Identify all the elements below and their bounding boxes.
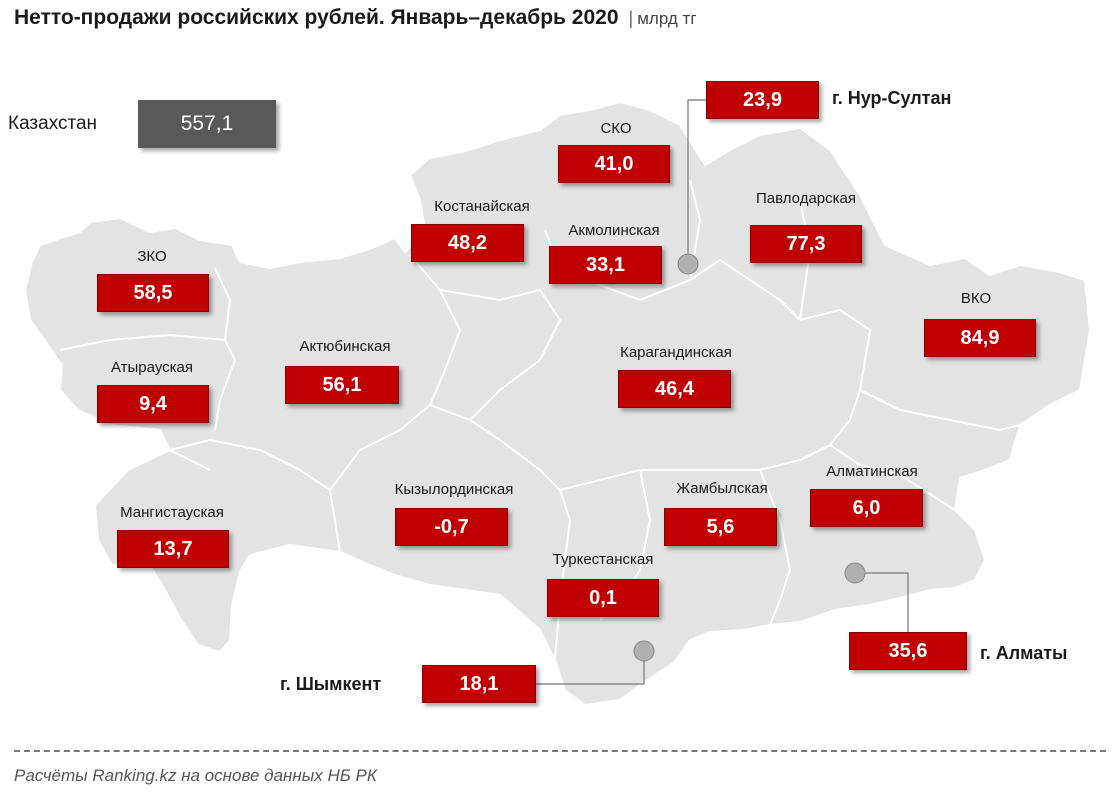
almaty-marker [844, 562, 866, 584]
nursultan-leader [687, 99, 706, 254]
region-label-vko: ВКО [960, 290, 992, 307]
region-value-atyrau: 9,4 [97, 385, 209, 423]
title-unit: млрд тг [637, 9, 697, 28]
city-label-nursultan: г. Нур-Султан [832, 88, 952, 108]
region-value-almaty-region: 6,0 [810, 489, 923, 527]
region-value-kostanay: 48,2 [411, 224, 524, 262]
region-value-zko: 58,5 [97, 274, 209, 312]
region-value-kyzylorda: -0,7 [395, 508, 508, 546]
title-separator: | [628, 8, 634, 28]
region-label-pavlodar: Павлодарская [756, 190, 856, 207]
city-value-shymkent: 18,1 [422, 665, 536, 703]
chart-title: Нетто-продажи российских рублей. Январь–… [14, 6, 697, 30]
shymkent-leader [536, 661, 645, 685]
region-value-mangistau: 13,7 [117, 530, 229, 568]
region-value-zhambyl: 5,6 [664, 508, 777, 546]
region-label-kyzylorda: Кызылординская [394, 481, 514, 498]
city-label-almaty: г. Алматы [980, 643, 1068, 663]
city-label-shymkent: г. Шымкент [280, 674, 382, 694]
source-note: Расчёты Ranking.kz на основе данных НБ Р… [14, 766, 377, 785]
region-value-vko: 84,9 [924, 319, 1036, 357]
total-value: 557,1 [138, 100, 276, 148]
nursultan-marker [677, 253, 699, 275]
region-label-karaganda: Карагандинская [620, 344, 732, 361]
region-label-aktobe: Актюбинская [299, 338, 391, 355]
region-label-sko: СКО [600, 120, 632, 137]
region-value-sko: 41,0 [558, 145, 670, 183]
city-value-nursultan: 23,9 [706, 81, 819, 119]
region-label-kostanay: Костанайская [434, 198, 530, 215]
region-label-zko: ЗКО [137, 248, 167, 265]
region-value-karaganda: 46,4 [618, 370, 731, 408]
shymkent-marker [633, 640, 655, 662]
city-markers [536, 99, 909, 685]
region-label-turkestan: Туркестанская [552, 551, 654, 568]
region-value-aktobe: 56,1 [285, 366, 399, 404]
region-label-atyrau: Атырауская [110, 359, 194, 376]
footer-divider [14, 750, 1106, 752]
region-value-akmola: 33,1 [549, 246, 662, 284]
region-label-mangistau: Мангистауская [120, 504, 224, 521]
region-value-pavlodar: 77,3 [750, 225, 862, 263]
region-value-turkestan: 0,1 [547, 579, 659, 617]
region-label-zhambyl: Жамбылская [676, 480, 768, 497]
region-label-akmola: Акмолинская [568, 222, 660, 239]
region-label-almaty-region: Алматинская [826, 463, 918, 480]
total-label: Казахстан [8, 113, 98, 134]
almaty-leader [865, 572, 909, 632]
city-value-almaty: 35,6 [849, 632, 967, 670]
title-main: Нетто-продажи российских рублей. Январь–… [14, 6, 619, 29]
